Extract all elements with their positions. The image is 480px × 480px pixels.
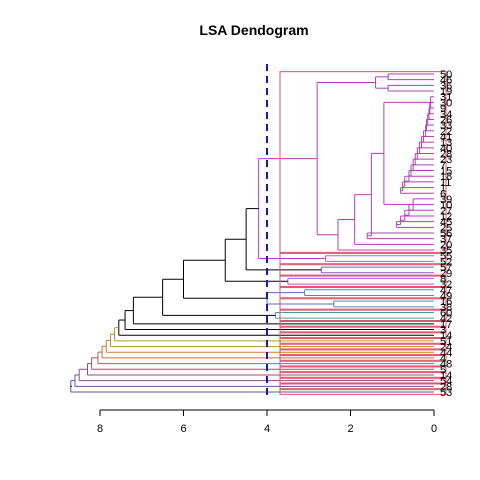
tick-label: 0: [431, 423, 437, 435]
leaf-label: 10: [440, 200, 452, 212]
x-axis: 8 6 4 2 0: [97, 409, 437, 435]
leaf-label: 53: [440, 387, 452, 399]
cluster-box: [279, 264, 447, 276]
leaf-labels: 5046361931309342633224113402823715181116…: [440, 69, 452, 399]
leaf-label: 38: [440, 302, 452, 314]
leaf-label: 32: [440, 279, 452, 291]
cluster-box: [279, 326, 447, 333]
leaf-label: 54: [440, 376, 452, 388]
leaf-label: 7: [440, 160, 446, 172]
leaf-label: 36: [440, 80, 452, 92]
tick-label: 8: [97, 423, 103, 435]
leaf-label: 56: [440, 228, 452, 240]
leaf-label: 13: [440, 137, 452, 149]
leaf-label: 37: [440, 234, 452, 246]
cluster-box: [279, 355, 447, 361]
leaf-label: 23: [440, 154, 452, 166]
cluster-box: [279, 349, 447, 356]
leaf-label: 20: [440, 239, 452, 251]
leaf-label: 46: [440, 75, 452, 87]
leaf-label: 6: [440, 188, 446, 200]
leaf-label: 8: [440, 273, 446, 285]
leaf-label: 42: [440, 313, 452, 325]
cluster-box: [279, 360, 447, 367]
leaf-label: 16: [440, 296, 452, 308]
cluster-box: [279, 286, 447, 299]
leaf-label: 41: [440, 131, 452, 143]
cluster-box: [279, 343, 447, 350]
leaf-label: 51: [440, 336, 452, 348]
cluster-box: [279, 338, 447, 344]
leaf-label: 27: [440, 205, 452, 217]
leaf-label: 25: [440, 222, 452, 234]
leaf-label: 5: [440, 364, 446, 376]
leaf-label: 29: [440, 268, 452, 280]
leaf-label: 47: [440, 285, 452, 297]
tick-label: 4: [264, 423, 270, 435]
cluster-box: [279, 377, 447, 384]
leaf-label: 15: [440, 166, 452, 178]
leaf-label: 33: [440, 120, 452, 132]
leaf-label: 14: [440, 330, 452, 342]
cluster-box: [279, 389, 447, 395]
leaf-label: 28: [440, 149, 452, 161]
leaf-label: 19: [440, 86, 452, 98]
leaf-label: 40: [440, 143, 452, 155]
leaf-label: 50: [440, 69, 452, 81]
leaf-label: 60: [440, 308, 452, 320]
leaf-label: 34: [440, 109, 452, 121]
cluster-box: [279, 309, 447, 322]
leaf-label: 57: [440, 262, 452, 274]
leaf-label: 11: [440, 177, 451, 189]
cluster-box: [279, 275, 447, 287]
cluster-box: [279, 298, 447, 310]
leaf-label: 44: [440, 347, 452, 359]
leaf-label: 22: [440, 126, 452, 138]
cluster-box: [279, 252, 447, 265]
leaf-label: 14: [440, 370, 452, 382]
leaf-label: 39: [440, 194, 452, 206]
leaf-label: 1: [440, 183, 446, 195]
leaf-label: 3: [440, 325, 446, 337]
cluster-box: [279, 321, 447, 327]
cluster-box: [279, 71, 447, 253]
leaf-label: 45: [440, 217, 452, 229]
chart-title: LSA Dendogram: [199, 22, 308, 38]
leaf-label: 48: [440, 359, 452, 371]
leaf-label: 12: [440, 211, 452, 223]
cluster-boxes: [279, 71, 447, 395]
leaf-label: 35: [440, 245, 452, 257]
cluster-box: [279, 366, 447, 373]
leaf-label: 9: [440, 103, 446, 115]
tick-label: 6: [180, 423, 186, 435]
leaf-label: 18: [440, 171, 452, 183]
leaf-label: 17: [440, 319, 452, 331]
leaf-label: 31: [440, 92, 452, 104]
cluster-box: [279, 332, 447, 339]
leaf-label: 4: [440, 353, 446, 365]
leaf-label: 28: [440, 381, 452, 393]
leaf-label: 24: [440, 342, 452, 354]
cluster-box: [279, 383, 447, 390]
tick-label: 2: [347, 423, 353, 435]
cluster-box: [279, 372, 447, 378]
leaf-label: 26: [440, 114, 452, 126]
leaf-label: 52: [440, 256, 452, 268]
leaf-label: 55: [440, 251, 452, 263]
dendrogram-branches: [70, 73, 434, 393]
leaf-label: 30: [440, 97, 452, 109]
leaf-label: 49: [440, 290, 452, 302]
